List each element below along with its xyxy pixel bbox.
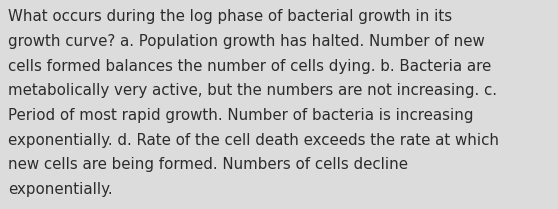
Text: exponentially. d. Rate of the cell death exceeds the rate at which: exponentially. d. Rate of the cell death…	[8, 133, 499, 148]
Text: metabolically very active, but the numbers are not increasing. c.: metabolically very active, but the numbe…	[8, 83, 497, 98]
Text: What occurs during the log phase of bacterial growth in its: What occurs during the log phase of bact…	[8, 9, 453, 24]
Text: new cells are being formed. Numbers of cells decline: new cells are being formed. Numbers of c…	[8, 157, 408, 172]
Text: growth curve? a. Population growth has halted. Number of new: growth curve? a. Population growth has h…	[8, 34, 485, 49]
Text: exponentially.: exponentially.	[8, 182, 113, 197]
Text: Period of most rapid growth. Number of bacteria is increasing: Period of most rapid growth. Number of b…	[8, 108, 474, 123]
Text: cells formed balances the number of cells dying. b. Bacteria are: cells formed balances the number of cell…	[8, 59, 492, 74]
